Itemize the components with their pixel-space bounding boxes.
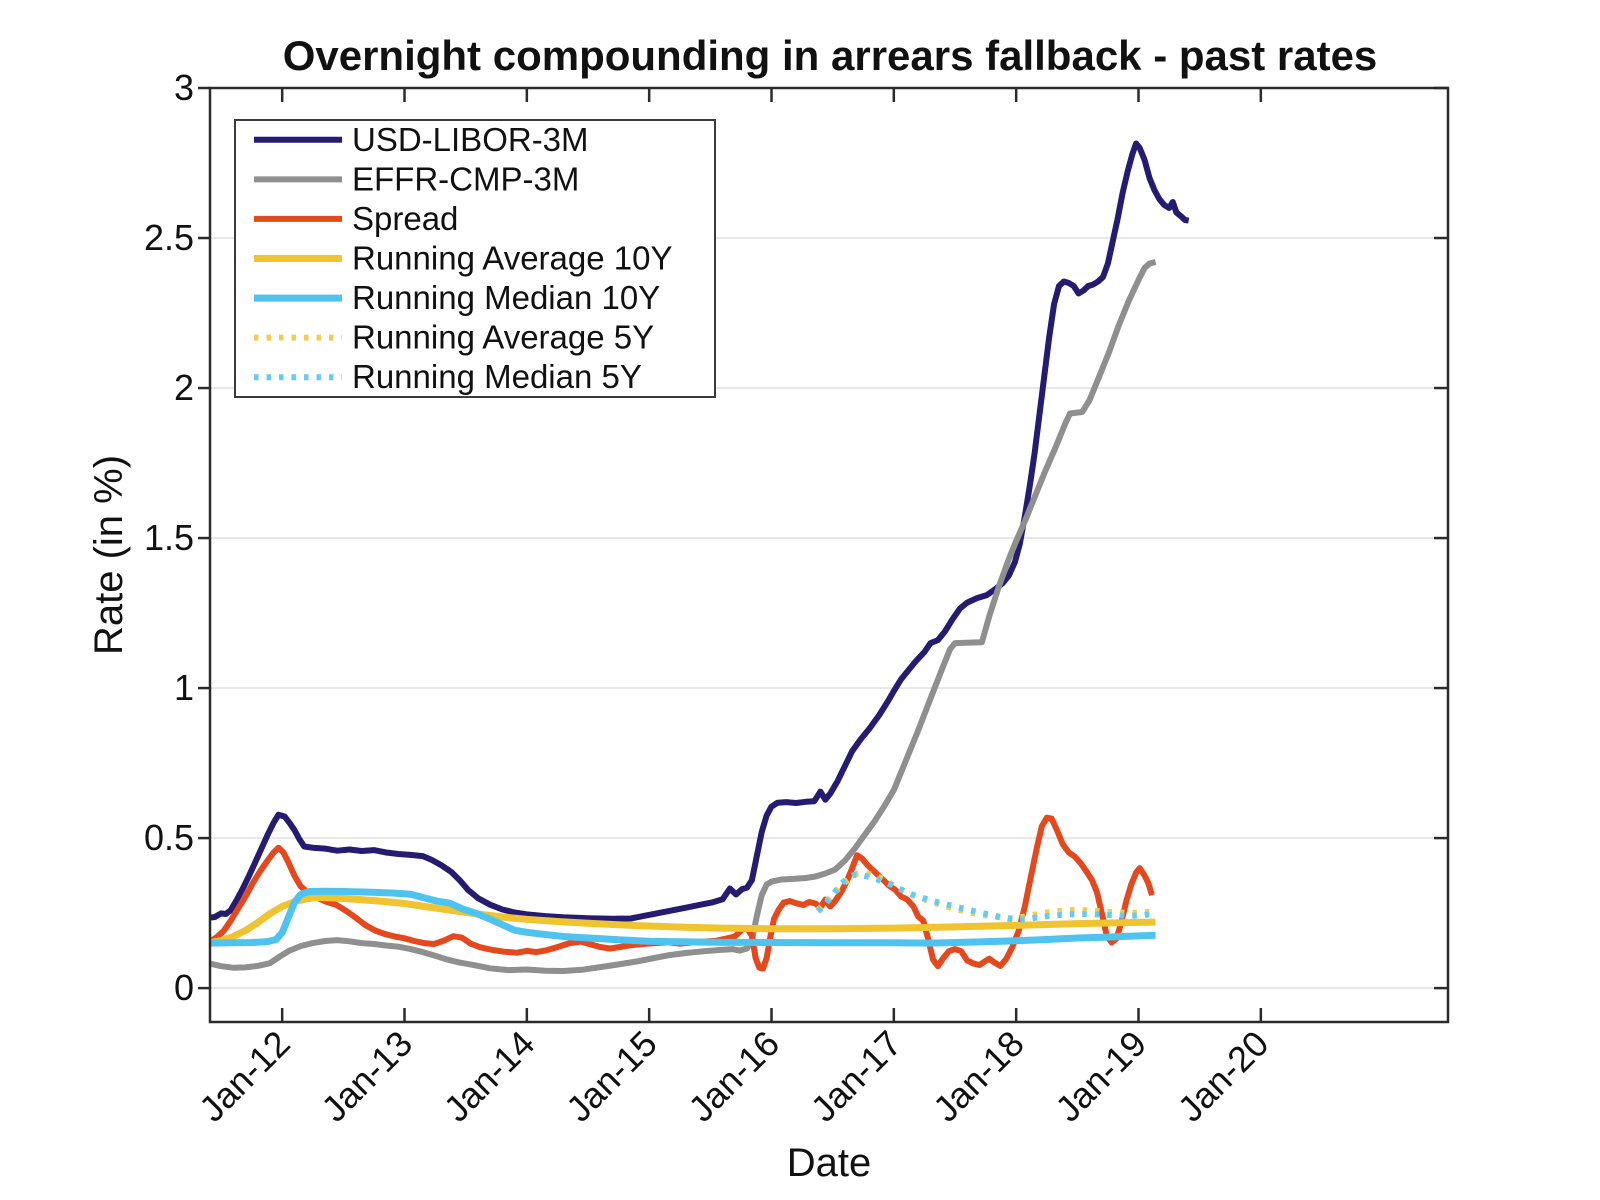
y-tick-label-2: 2	[174, 367, 194, 408]
chart-title: Overnight compounding in arrears fallbac…	[283, 32, 1378, 79]
legend-label-running-median-10y: Running Median 10Y	[352, 279, 660, 316]
y-axis-label: Rate (in %)	[87, 455, 131, 655]
legend-label-running-average-5y: Running Average 5Y	[352, 319, 654, 356]
series-spread	[210, 814, 1155, 972]
legend-item-running-median-5y: Running Median 5Y	[254, 358, 642, 395]
legend-item-running-average-10y: Running Average 10Y	[254, 240, 672, 277]
x-axis-label: Date	[787, 1141, 872, 1185]
legend-label-spread: Spread	[352, 200, 458, 237]
series-running-median-5y	[815, 871, 1155, 923]
plot-frame	[208, 86, 1450, 1024]
legend-label-running-median-5y: Running Median 5Y	[352, 358, 642, 395]
series-effr-cmp-3m	[210, 259, 1157, 974]
series-usd-libor-3m	[210, 140, 1190, 922]
y-tick-label-1.5: 1.5	[144, 517, 194, 558]
legend-item-running-average-5y: Running Average 5Y	[254, 319, 654, 356]
legend-item-usd-libor-3m: USD-LIBOR-3M	[254, 121, 589, 158]
y-tick-label-1: 1	[174, 667, 194, 708]
legend-item-spread: Spread	[254, 200, 458, 237]
legend-label-effr-cmp-3m: EFFR-CMP-3M	[352, 160, 579, 197]
y-tick-label-2.5: 2.5	[144, 217, 194, 258]
y-tick-label-3: 3	[174, 67, 194, 108]
legend-label-usd-libor-3m: USD-LIBOR-3M	[352, 121, 589, 158]
series-running-median-10y	[210, 887, 1156, 947]
y-tick-label-0.5: 0.5	[144, 817, 194, 858]
axis-ticks	[198, 86, 1448, 1022]
y-tick-label-0: 0	[174, 967, 194, 1008]
legend-label-running-average-10y: Running Average 10Y	[352, 240, 672, 277]
y-tick-labels: 0 0.5 1 1.5 2 2.5 3	[144, 67, 194, 1008]
legend-item-running-median-10y: Running Median 10Y	[254, 279, 660, 316]
plot-series	[210, 140, 1190, 974]
legend-item-effr-cmp-3m: EFFR-CMP-3M	[254, 160, 579, 197]
